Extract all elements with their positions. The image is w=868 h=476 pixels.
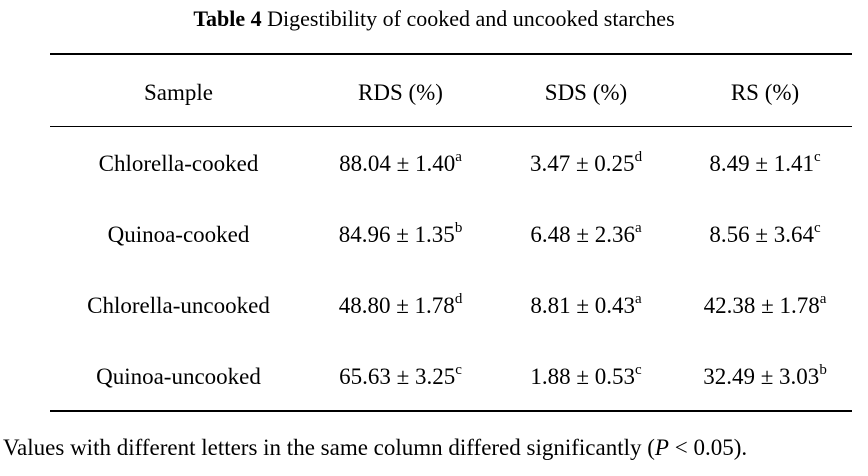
rs-value: 42.38 ± 1.78 <box>703 293 820 318</box>
sds-cell: 6.48 ± 2.36a <box>494 221 678 249</box>
rs-cell: 8.56 ± 3.64c <box>678 221 852 249</box>
rs-cell: 42.38 ± 1.78a <box>678 292 852 320</box>
rds-letter: c <box>455 362 462 379</box>
rds-value: 48.80 ± 1.78 <box>338 293 455 318</box>
table-caption: Table 4 Digestibility of cooked and unco… <box>0 5 868 33</box>
footnote-p-symbol: P <box>654 435 669 460</box>
sample-cell: Chlorella-cooked <box>98 151 259 176</box>
sds-letter: c <box>634 362 642 379</box>
rds-value: 65.63 ± 3.25 <box>339 364 456 389</box>
sample-cell: Quinoa-cooked <box>107 222 250 247</box>
sds-value: 6.48 ± 2.36 <box>530 222 635 247</box>
rs-cell: 8.49 ± 1.41c <box>678 150 852 178</box>
rds-cell: 65.63 ± 3.25c <box>307 363 494 391</box>
sds-value: 8.81 ± 0.43 <box>530 293 635 318</box>
header-sample: Sample <box>144 80 213 105</box>
footnote-text: Values with different letters in the sam… <box>3 435 655 460</box>
sds-letter: a <box>634 291 642 308</box>
rds-value: 88.04 ± 1.40 <box>339 151 456 176</box>
sds-cell: 3.47 ± 0.25d <box>494 150 678 178</box>
sds-cell: 1.88 ± 0.53c <box>494 363 678 391</box>
sds-value: 3.47 ± 0.25 <box>529 151 635 176</box>
rds-letter: d <box>454 291 463 308</box>
table-label: Table 4 <box>193 6 262 31</box>
sds-cell: 8.81 ± 0.43a <box>494 292 678 320</box>
rs-value: 8.49 ± 1.41 <box>709 151 814 176</box>
rs-letter: b <box>819 362 827 379</box>
sample-cell: Quinoa-uncooked <box>96 364 261 389</box>
header-rule <box>50 126 852 127</box>
rds-cell: 88.04 ± 1.40a <box>307 150 494 178</box>
sds-letter: d <box>634 149 643 166</box>
rds-value: 84.96 ± 1.35 <box>338 222 455 247</box>
sample-cell: Chlorella-uncooked <box>87 293 270 318</box>
header-rs: RS (%) <box>730 80 800 105</box>
rs-value: 8.56 ± 3.64 <box>709 222 814 247</box>
rs-letter: a <box>819 291 827 308</box>
rs-letter: c <box>813 149 821 166</box>
rds-letter: a <box>455 149 462 166</box>
header-sds: SDS (%) <box>544 80 628 105</box>
bottom-rule <box>50 410 852 412</box>
header-rds: RDS (%) <box>358 80 443 105</box>
footnote-threshold: < 0.05). <box>668 435 748 460</box>
rds-cell: 48.80 ± 1.78d <box>307 292 494 320</box>
rds-cell: 84.96 ± 1.35b <box>307 221 494 249</box>
top-rule <box>50 53 852 55</box>
table-footnote: Values with different letters in the sam… <box>3 434 747 462</box>
rds-letter: b <box>454 220 463 237</box>
sds-value: 1.88 ± 0.53 <box>530 364 635 389</box>
table-title: Digestibility of cooked and uncooked sta… <box>261 6 675 31</box>
rs-cell: 32.49 ± 3.03b <box>678 363 852 391</box>
rs-value: 32.49 ± 3.03 <box>703 364 820 389</box>
rs-letter: c <box>813 220 821 237</box>
sds-letter: a <box>634 220 642 237</box>
